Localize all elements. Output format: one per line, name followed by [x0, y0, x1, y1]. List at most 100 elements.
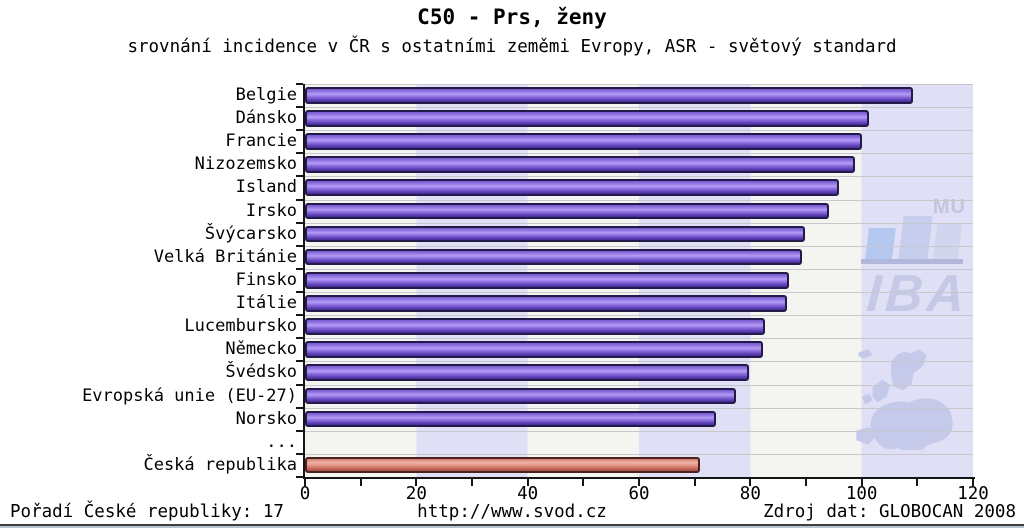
gridline [305, 84, 973, 85]
x-axis-tick [972, 479, 974, 486]
gridline [305, 245, 973, 247]
y-axis-tick [296, 267, 303, 270]
category-label: Norsko [235, 408, 297, 429]
x-axis-tick [749, 479, 752, 486]
x-axis-tick-label: 80 [739, 484, 761, 504]
bar [305, 225, 805, 243]
gridline [305, 107, 973, 109]
x-axis-tick [693, 479, 696, 486]
category-label: Česká republika [143, 454, 297, 475]
x-axis-tick-label: 20 [405, 484, 427, 504]
y-axis-tick [296, 452, 303, 455]
gridline [305, 153, 973, 155]
plot-area: MU IBA [296, 83, 973, 478]
category-label: Belgie [235, 85, 297, 105]
x-axis-tick [304, 479, 306, 486]
x-axis-line [303, 477, 975, 479]
y-axis-tick [296, 429, 303, 432]
category-label: Nizozemsko [194, 154, 297, 175]
category-label: Evropská unie (EU-27) [82, 385, 297, 406]
bar [305, 110, 870, 127]
gridline [305, 222, 973, 224]
gridline [305, 315, 973, 317]
y-axis-tick [296, 221, 303, 224]
category-label: Irsko [245, 200, 297, 221]
x-axis-tick [526, 479, 529, 486]
iba-logo-bar-icon [865, 228, 896, 259]
gridline [305, 176, 973, 178]
footer-url-text: http://www.svod.cz [417, 502, 607, 522]
y-axis-tick [296, 406, 303, 409]
bar-highlighted [305, 456, 701, 474]
iba-logo-bar-icon [932, 223, 963, 259]
x-axis-tick-label: 120 [957, 484, 989, 504]
category-label: Německo [225, 339, 297, 360]
bar [305, 387, 737, 405]
y-axis-tick [296, 360, 303, 363]
category-label: Švýcarsko [204, 223, 297, 244]
y-axis-tick [296, 83, 303, 85]
bar [305, 318, 766, 335]
x-axis-tick-label: 60 [628, 484, 650, 504]
bar [305, 341, 763, 358]
y-axis-line [303, 84, 305, 479]
bar [305, 364, 749, 382]
gridline [305, 453, 973, 455]
bar [305, 156, 855, 173]
y-axis-tick [296, 476, 303, 478]
category-label: Itálie [235, 293, 297, 314]
iba-logo-baseline [861, 259, 963, 264]
gridline [305, 338, 973, 340]
page-subtitle: srovnání incidence v ČR s ostatními země… [127, 37, 897, 57]
gridline [305, 292, 973, 294]
x-axis-tick [582, 479, 585, 486]
footer-rank-text: Pořadí České republiky: 17 [10, 502, 284, 522]
category-labels: Belgie Dánsko Francie Nizozemsko Island Irsko… [0, 84, 297, 477]
x-axis-tick [359, 479, 362, 486]
gridline [305, 384, 973, 386]
x-axis-tick [805, 479, 807, 486]
bar [305, 271, 789, 289]
bar [305, 248, 803, 266]
gridline [305, 361, 973, 363]
page-title: C50 - Prs, ženy [417, 5, 607, 29]
x-axis-tick [471, 479, 473, 486]
bottom-rule [0, 524, 1024, 526]
y-axis-tick [296, 291, 303, 294]
category-label: Dánsko [235, 108, 297, 129]
bottom-rule-shadow [0, 526, 1024, 528]
footer-source-text: Zdroj dat: GLOBOCAN 2008 [763, 502, 1016, 522]
y-axis-tick [296, 152, 303, 155]
x-axis-tick [916, 479, 919, 486]
y-axis-tick [296, 383, 303, 386]
x-axis-tick-label: 40 [517, 484, 539, 504]
gridline [305, 268, 973, 270]
gridline [305, 130, 973, 132]
bar [305, 295, 788, 312]
y-axis-tick [296, 198, 303, 201]
bar [305, 410, 716, 428]
category-label: Švédsko [225, 362, 297, 383]
y-axis-tick [296, 175, 303, 178]
category-label: Island [235, 177, 297, 198]
gridline [305, 430, 973, 432]
x-axis-tick-label: 0 [299, 484, 311, 504]
category-label: ... [266, 431, 297, 452]
category-label: Finsko [235, 269, 297, 290]
bar [305, 87, 914, 104]
x-axis-tick [415, 479, 418, 486]
x-axis-tick [860, 479, 863, 486]
bar [305, 202, 829, 220]
bar [305, 179, 839, 197]
y-axis-tick [296, 129, 303, 132]
mu-watermark-label: MU [932, 196, 966, 218]
category-label: Francie [225, 131, 297, 152]
gridline [305, 199, 973, 201]
y-axis-tick [296, 244, 303, 247]
iba-logo: IBA [861, 212, 971, 412]
bar [305, 133, 862, 150]
x-axis-tick-label: 100 [845, 484, 878, 504]
y-axis-tick [296, 106, 303, 109]
y-axis-tick [296, 314, 303, 317]
y-axis-tick [296, 337, 303, 340]
